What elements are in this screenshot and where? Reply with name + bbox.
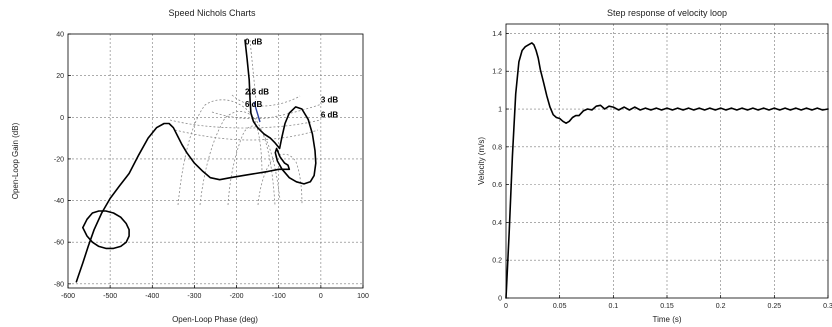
nichols-contour xyxy=(227,125,281,206)
nichols-contour xyxy=(169,119,321,129)
nichols-contours xyxy=(169,39,323,206)
nichols-xlabel: Open-Loop Phase (deg) xyxy=(172,315,258,324)
y-tick-label: 0.6 xyxy=(492,182,502,189)
contour-label: 6 dB xyxy=(245,100,263,109)
nichols-contour xyxy=(174,129,319,141)
y-tick-label: 0.2 xyxy=(492,258,502,265)
x-tick-label: 0.2 xyxy=(716,303,726,310)
nichols-crossing-segment xyxy=(253,101,261,123)
step-xlabel: Time (s) xyxy=(652,315,681,324)
step-ylabel: Velocity (m/s) xyxy=(477,137,486,185)
y-tick-label: 1.2 xyxy=(492,69,502,76)
series-line-0 xyxy=(505,42,829,299)
x-tick-label: -400 xyxy=(145,293,159,300)
nichols-series xyxy=(75,39,317,283)
x-tick-label: 0.05 xyxy=(553,303,567,310)
step-series xyxy=(505,42,829,299)
y-tick-label: 0 xyxy=(60,115,64,122)
series-line-1 xyxy=(82,210,130,250)
step-xticks: 0 0.05 0.1 0.15 0.2 0.25 0.3 xyxy=(504,295,832,310)
x-tick-label: 0.1 xyxy=(608,303,618,310)
contour-label: 0 dB xyxy=(245,37,263,46)
nichols-frame xyxy=(67,33,364,289)
nichols-xticks: -600 -500 -400 -300 -200 -100 0 100 xyxy=(61,285,369,300)
step-grid xyxy=(506,24,828,298)
nichols-grid xyxy=(68,34,363,288)
x-tick-label: 0.15 xyxy=(660,303,674,310)
contour-label: 6 dB xyxy=(321,110,339,119)
nichols-contour xyxy=(257,153,303,206)
nichols-ylabel: Open-Loop Gain (dB) xyxy=(11,122,20,199)
contour-label: 3 dB xyxy=(321,96,339,105)
nichols-yticks: -80 -60 -40 -20 0 20 40 xyxy=(54,32,71,288)
y-tick-label: 0.4 xyxy=(492,220,502,227)
step-frame xyxy=(505,23,829,299)
nichols-contour xyxy=(249,39,257,101)
step-title: Step response of velocity loop xyxy=(607,8,727,18)
x-tick-label: 0 xyxy=(319,293,323,300)
x-tick-label: -500 xyxy=(103,293,117,300)
nichols-contour xyxy=(211,103,323,120)
step-chart: Step response of velocity loop 0 0.05 0.1 0… xyxy=(477,8,832,324)
y-tick-label: 0.8 xyxy=(492,144,502,151)
x-tick-label: 0 xyxy=(504,303,508,310)
x-tick-label: 0.3 xyxy=(823,303,832,310)
y-tick-label: 20 xyxy=(56,73,64,80)
x-tick-label: 0.25 xyxy=(768,303,782,310)
x-tick-label: 100 xyxy=(357,293,369,300)
step-yticks: 0 0.2 0.4 0.6 0.8 1 1.2 1.4 xyxy=(492,31,509,303)
y-tick-label: 40 xyxy=(56,32,64,39)
x-tick-label: -600 xyxy=(61,293,75,300)
y-tick-label: -20 xyxy=(54,156,64,163)
nichols-annotations: 0 dB 2.8 dB 6 dB 3 dB 6 dB xyxy=(245,37,338,119)
nichols-contour xyxy=(199,111,276,206)
y-tick-label: 1.4 xyxy=(492,31,502,38)
series-line-0 xyxy=(75,39,317,283)
x-tick-label: -300 xyxy=(187,293,201,300)
y-tick-label: 1 xyxy=(498,107,502,114)
y-tick-label: -60 xyxy=(54,240,64,247)
x-tick-label: -100 xyxy=(272,293,286,300)
nichols-title: Speed Nichols Charts xyxy=(168,8,256,18)
y-tick-label: -80 xyxy=(54,281,64,288)
nichols-chart: Speed Nichols Charts 0 dB 2.8 dB 6 dB 3 dB 6… xyxy=(11,8,369,324)
nichols-contour xyxy=(231,94,301,107)
y-tick-label: 0 xyxy=(498,296,502,303)
nichols-contour xyxy=(177,99,263,206)
contour-label: 2.8 dB xyxy=(245,87,269,96)
y-tick-label: -40 xyxy=(54,198,64,205)
x-tick-label: -200 xyxy=(230,293,244,300)
